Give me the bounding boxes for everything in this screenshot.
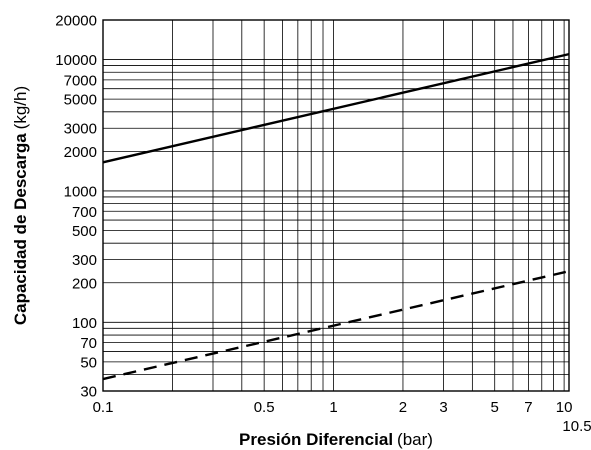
y-tick-label: 5000 — [64, 92, 97, 109]
y-tick-label: 200 — [72, 275, 97, 292]
y-tick-label: 3000 — [64, 121, 97, 138]
plot-frame — [102, 19, 570, 392]
x-tick-label: 3 — [439, 399, 447, 416]
y-tick-label: 700 — [72, 204, 97, 221]
series-line-dashed — [102, 270, 570, 381]
x-axis-label-main: Presión Diferencial — [239, 430, 393, 449]
x-axis-label-unit: (bar) — [397, 430, 433, 449]
y-tick-label: 100 — [72, 315, 97, 332]
y-tick-label: 50 — [80, 354, 97, 371]
y-tick-label: 500 — [72, 223, 97, 240]
y-tick-label: 2000 — [64, 144, 97, 161]
x-tick-label: 1 — [329, 399, 337, 416]
x-tick-label: 0.5 — [254, 399, 275, 416]
grid — [103, 20, 569, 391]
y-tick-label: 70 — [80, 335, 97, 352]
y-tick-label: 20000 — [55, 13, 97, 30]
x-tick-label: 10.5 — [562, 418, 591, 435]
y-axis-label: Capacidad de Descarga (kg/h) — [11, 86, 30, 325]
y-tick-label: 10000 — [55, 52, 97, 69]
x-tick-labels: 0.1 0.5 1 2 3 5 7 10 10.5 — [93, 399, 591, 435]
y-tick-label: 30 — [80, 384, 97, 401]
series-line-solid — [102, 52, 570, 164]
x-tick-label: 7 — [524, 399, 532, 416]
x-tick-label: 2 — [399, 399, 407, 416]
y-tick-label: 1000 — [64, 183, 97, 200]
x-tick-label: 10 — [556, 399, 573, 416]
y-tick-labels: 30 50 70 100 200 300 500 700 1000 2000 3000 5000 700… — [55, 13, 97, 401]
x-tick-label: 0.1 — [93, 399, 114, 416]
x-tick-label: 5 — [491, 399, 499, 416]
y-axis-label-main: Capacidad de Descarga — [11, 133, 30, 325]
y-axis-label-unit: (kg/h) — [11, 86, 30, 129]
y-tick-label: 7000 — [64, 72, 97, 89]
x-axis-label: Presión Diferencial (bar) — [239, 430, 433, 449]
series-group — [102, 52, 570, 381]
y-tick-label: 300 — [72, 252, 97, 269]
